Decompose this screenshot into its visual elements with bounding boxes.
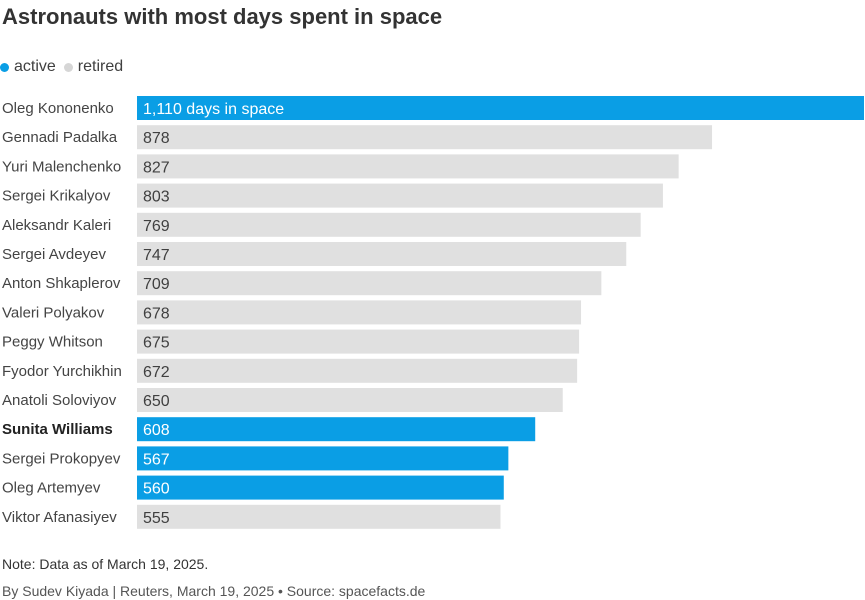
data-label: 709 <box>143 276 170 293</box>
data-label: 1,110 days in space <box>143 101 284 118</box>
data-label: 650 <box>143 393 170 410</box>
bar <box>137 358 578 383</box>
bar-row-gennadi-padalka: Gennadi Padalka 878 <box>2 125 713 150</box>
data-label: 747 <box>143 247 170 264</box>
category-label: Sergei Avdeyev <box>2 246 106 263</box>
legend-dot-retired-icon <box>63 62 73 72</box>
category-label: Sergei Krikalyov <box>2 188 111 205</box>
bar-row-sergei-krikalyov: Sergei Krikalyov 803 <box>2 183 663 208</box>
legend-dot-active-icon <box>0 62 9 72</box>
bar <box>137 475 504 500</box>
bar <box>137 504 501 529</box>
legend: active retired <box>0 58 123 76</box>
category-label: Sergei Prokopyev <box>2 450 121 467</box>
legend-item-retired: retired <box>63 58 124 76</box>
data-label: 675 <box>143 335 170 352</box>
category-label: Oleg Artemyev <box>2 480 101 497</box>
category-label: Viktor Afanasiyev <box>2 509 117 526</box>
category-label: Gennadi Padalka <box>2 129 118 146</box>
bar-row-yuri-malenchenko: Yuri Malenchenko 827 <box>2 154 679 179</box>
legend-label-retired: retired <box>77 58 124 75</box>
data-label: 803 <box>143 189 170 206</box>
bar <box>137 446 509 471</box>
data-label: 567 <box>143 451 170 468</box>
data-label: 878 <box>143 130 170 147</box>
bar-row-sergei-avdeyev: Sergei Avdeyev 747 <box>2 242 627 266</box>
category-label: Valeri Polyakov <box>2 304 105 321</box>
bar <box>137 417 536 442</box>
data-label: 672 <box>143 364 170 381</box>
bar <box>137 388 563 412</box>
bar-row-sunita-williams: Sunita Williams 608 <box>2 417 536 442</box>
bar-row-oleg-kononenko: Oleg Kononenko 1,110 days in space <box>2 96 864 120</box>
bar-row-oleg-artemyev: Oleg Artemyev 560 <box>2 475 504 500</box>
credit-line: By Sudev Kiyada | Reuters, March 19, 202… <box>2 583 426 599</box>
bar-row-valeri-polyakov: Valeri Polyakov 678 <box>2 300 582 325</box>
bar-row-anton-shkaplerov: Anton Shkaplerov 709 <box>2 271 602 296</box>
data-label: 827 <box>143 159 170 176</box>
legend-item-active: active <box>0 58 56 76</box>
category-label: Anatoli Soloviyov <box>2 392 117 409</box>
category-label: Aleksandr Kaleri <box>2 217 111 234</box>
data-label: 678 <box>143 305 170 322</box>
bar <box>137 125 713 150</box>
category-label: Yuri Malenchenko <box>2 158 121 175</box>
chart-title: Astronauts with most days spent in space <box>2 4 443 29</box>
category-label: Fyodor Yurchikhin <box>2 363 122 380</box>
bar-row-sergei-prokopyev: Sergei Prokopyev 567 <box>2 446 509 471</box>
bar-row-fyodor-yurchikhin: Fyodor Yurchikhin 672 <box>2 358 578 383</box>
bar <box>137 242 627 266</box>
bar <box>137 96 864 120</box>
data-label: 555 <box>143 510 170 527</box>
data-label: 608 <box>143 422 170 439</box>
bar-row-peggy-whitson: Peggy Whitson 675 <box>2 329 580 354</box>
bar <box>137 300 582 325</box>
footnote: Note: Data as of March 19, 2025. <box>2 556 209 572</box>
bar-row-viktor-afanasiyev: Viktor Afanasiyev 555 <box>2 504 501 529</box>
bar <box>137 154 679 179</box>
legend-label-active: active <box>14 58 56 75</box>
category-label: Oleg Kononenko <box>2 100 114 117</box>
bar <box>137 329 580 354</box>
bar <box>137 271 602 296</box>
category-label: Anton Shkaplerov <box>2 275 121 292</box>
bar-chart: Oleg Kononenko 1,110 days in space Gennadi… <box>2 96 864 529</box>
bar <box>137 183 663 208</box>
data-label: 560 <box>143 481 170 498</box>
data-label: 769 <box>143 218 170 235</box>
bar <box>137 212 641 237</box>
category-label: Sunita Williams <box>2 421 113 438</box>
category-label: Peggy Whitson <box>2 334 103 351</box>
bar-row-anatoli-soloviyov: Anatoli Soloviyov 650 <box>2 388 563 412</box>
bar-row-aleksandr-kaleri: Aleksandr Kaleri 769 <box>2 212 641 237</box>
